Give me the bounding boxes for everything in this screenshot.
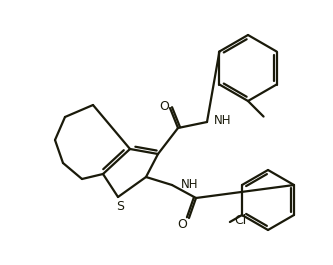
Text: S: S [116,200,124,213]
Text: O: O [177,219,187,232]
Text: Cl: Cl [234,214,246,227]
Text: NH: NH [181,178,198,191]
Text: O: O [159,99,169,113]
Text: NH: NH [214,114,231,127]
